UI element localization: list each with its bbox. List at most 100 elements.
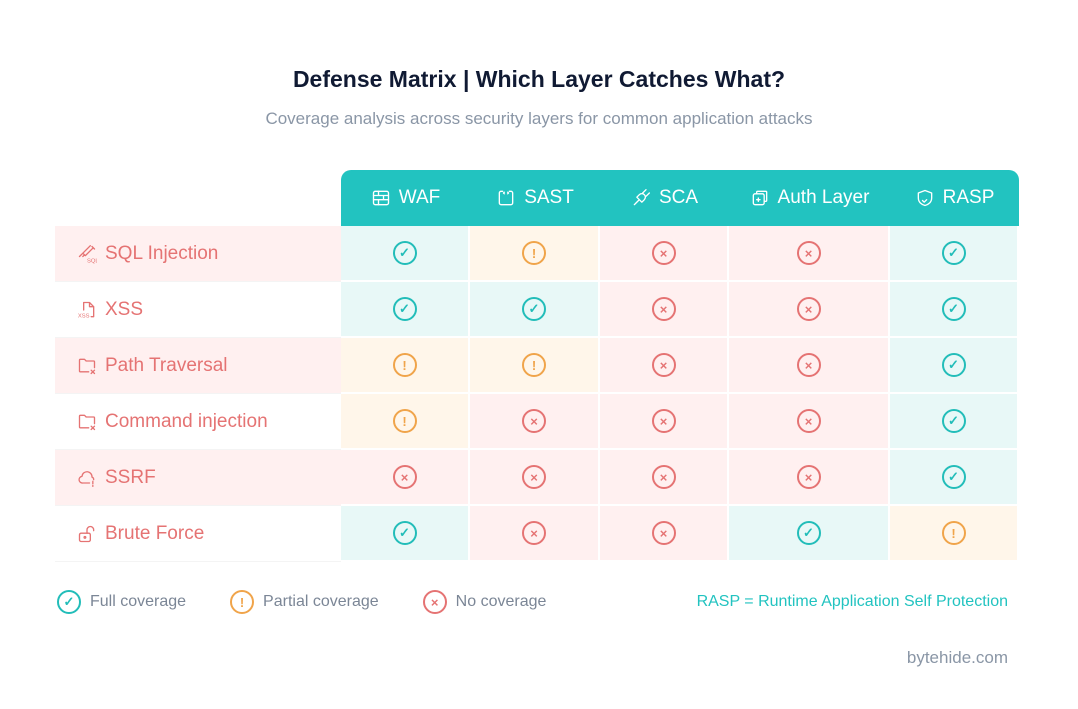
legend-label: Partial coverage	[263, 593, 379, 610]
x-circle-icon: ×	[651, 353, 676, 377]
matrix-cell: ×	[729, 394, 890, 450]
column-header-sast: SAST	[470, 170, 600, 226]
matrix-cell: ✓	[729, 506, 890, 562]
check-circle-icon: ✓	[796, 521, 821, 545]
x-circle-icon: ×	[796, 465, 821, 489]
matrix-cell: ×	[729, 450, 890, 506]
matrix-cell: ×	[600, 282, 729, 338]
matrix-cell: ×	[600, 506, 729, 562]
column-header-auth-layer: Auth Layer	[729, 170, 890, 226]
alert-circle-icon: !	[941, 521, 966, 545]
check-circle-icon: ✓	[941, 465, 966, 489]
plug-icon	[631, 188, 651, 208]
matrix-cell: !	[890, 506, 1019, 562]
matrix-cell: !	[470, 226, 600, 282]
x-circle-icon: ×	[522, 521, 546, 545]
row-label-text: SQL Injection	[105, 242, 219, 264]
header-corner	[55, 170, 341, 226]
matrix-cell: ×	[729, 282, 890, 338]
row-label-text: Brute Force	[105, 522, 205, 544]
column-label: SAST	[524, 187, 574, 208]
alert-circle-icon: !	[392, 353, 417, 377]
legend-label: No coverage	[455, 593, 547, 610]
column-label: Auth Layer	[777, 187, 870, 208]
matrix-cell: !	[341, 338, 470, 394]
x-circle-icon: ×	[796, 297, 821, 321]
check-circle-icon: ✓	[392, 241, 417, 265]
row-label: Path Traversal	[55, 338, 341, 394]
column-label: RASP	[942, 187, 995, 208]
matrix-cell: ×	[600, 338, 729, 394]
x-circle-icon: ×	[796, 409, 821, 433]
matrix-cell: ✓	[341, 282, 470, 338]
column-label: SCA	[658, 187, 699, 208]
row-label: Brute Force	[55, 506, 341, 562]
xss-file-icon: XSS	[77, 300, 97, 320]
matrix-cell: ✓	[470, 282, 600, 338]
folder-x-icon	[77, 412, 97, 432]
page-subtitle: Coverage analysis across security layers…	[265, 109, 813, 128]
legend-item-full: ✓ Full coverage	[57, 590, 186, 614]
check-circle-icon: ✓	[941, 297, 966, 321]
matrix-cell: ×	[470, 450, 600, 506]
x-circle-icon: ×	[651, 465, 676, 489]
column-label: WAF	[398, 187, 441, 208]
row-label-text: SSRF	[105, 466, 156, 488]
alert-circle-icon: !	[230, 590, 255, 614]
matrix-cell: ✓	[890, 450, 1019, 506]
matrix-cell: ×	[341, 450, 470, 506]
x-circle-icon: ×	[651, 241, 676, 265]
column-header-sca: SCA	[600, 170, 729, 226]
unlock-icon	[77, 524, 97, 544]
x-circle-icon: ×	[651, 521, 676, 545]
x-circle-icon: ×	[796, 353, 821, 377]
folder-x-icon	[77, 356, 97, 376]
matrix-cell: ×	[729, 338, 890, 394]
check-circle-icon: ✓	[941, 409, 966, 433]
matrix-cell: ×	[600, 394, 729, 450]
x-circle-icon: ×	[522, 465, 546, 489]
row-label: XSS XSS	[55, 282, 341, 338]
matrix-cell: ×	[600, 450, 729, 506]
defense-matrix: WAF SAST SCA Auth Layer RASP SQL SQL Injection…	[55, 170, 1019, 562]
legend-label: Full coverage	[90, 593, 187, 610]
check-circle-icon: ✓	[392, 521, 417, 545]
matrix-cell: ×	[470, 394, 600, 450]
legend-item-none: × No coverage	[422, 590, 547, 614]
row-label: SSRF	[55, 450, 341, 506]
row-label-text: Path Traversal	[105, 354, 228, 376]
matrix-cell: ✓	[890, 338, 1019, 394]
cloud-alert-icon	[77, 468, 97, 488]
matrix-cell: ✓	[890, 282, 1019, 338]
x-circle-icon: ×	[651, 297, 676, 321]
matrix-cell: ×	[470, 506, 600, 562]
x-circle-icon: ×	[422, 590, 447, 614]
x-circle-icon: ×	[651, 409, 676, 433]
row-label: SQL SQL Injection	[55, 226, 341, 282]
matrix-cell: ✓	[890, 226, 1019, 282]
matrix-cell: ✓	[341, 506, 470, 562]
check-circle-icon: ✓	[941, 353, 966, 377]
auth-icon	[750, 188, 770, 208]
legend: ✓ Full coverage! Partial coverage × No cover…	[57, 590, 546, 614]
legend-item-partial: ! Partial coverage	[230, 590, 379, 614]
svg-text:SQL: SQL	[87, 258, 97, 264]
column-header-waf: WAF	[341, 170, 470, 226]
matrix-cell: ✓	[341, 226, 470, 282]
check-circle-icon: ✓	[57, 590, 81, 614]
matrix-cell: !	[341, 394, 470, 450]
row-label: Command injection	[55, 394, 341, 450]
matrix-cell: ×	[729, 226, 890, 282]
check-circle-icon: ✓	[522, 297, 546, 321]
row-label-text: XSS	[105, 298, 144, 320]
alert-circle-icon: !	[522, 353, 546, 377]
firewall-icon	[371, 188, 391, 208]
row-label-text: Command injection	[105, 410, 268, 432]
check-circle-icon: ✓	[392, 297, 417, 321]
x-circle-icon: ×	[796, 241, 821, 265]
x-circle-icon: ×	[392, 465, 417, 489]
syringe-sql-icon: SQL	[77, 244, 97, 264]
check-circle-icon: ✓	[941, 241, 966, 265]
column-header-rasp: RASP	[890, 170, 1019, 226]
brand-link[interactable]: bytehide.com	[906, 648, 1008, 667]
